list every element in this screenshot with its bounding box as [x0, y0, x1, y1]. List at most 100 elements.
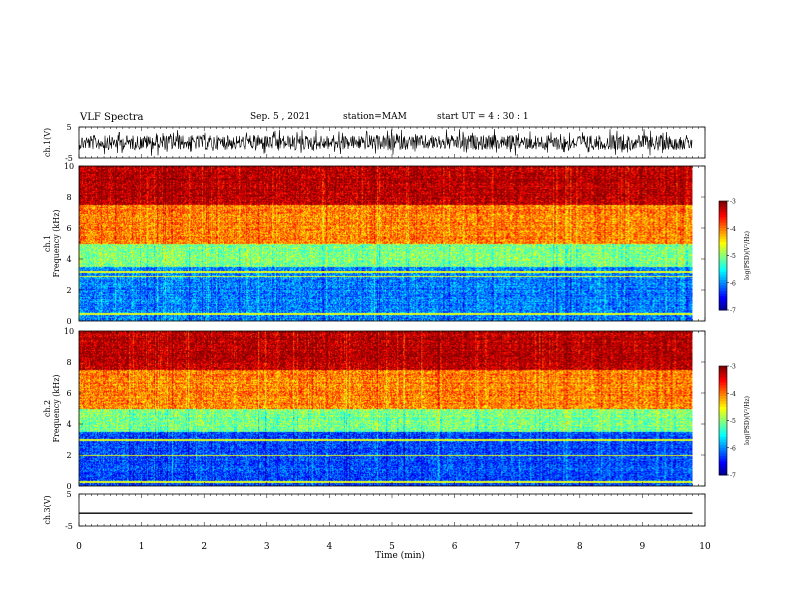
x-tick-label: 6: [452, 542, 458, 552]
station-label: station=MAM: [343, 112, 407, 122]
y-tick-label: 4: [66, 255, 71, 264]
colorbar-segment: [719, 374, 727, 378]
y-tick-label: -5: [65, 522, 73, 531]
colorbar-segment: [719, 390, 727, 394]
colorbar-segment: [719, 415, 727, 419]
colorbar-segment: [719, 222, 727, 227]
colorbar-segment: [719, 382, 727, 386]
x-tick-label: 3: [264, 542, 270, 552]
colorbar-segment: [719, 458, 727, 462]
colorbar-segment: [719, 293, 727, 297]
colorbar-segment: [719, 280, 727, 284]
ch1-waveform-trace: [78, 128, 693, 156]
y-tick-label: 0: [66, 482, 71, 491]
colorbar-segment: [719, 307, 727, 311]
colorbar-segment: [719, 420, 727, 424]
colorbar-segment: [719, 368, 727, 372]
colorbar-segment: [719, 447, 727, 451]
colorbar-segment: [719, 425, 727, 430]
x-tick-label: 8: [577, 542, 583, 552]
y-axis-label: ch.2: [43, 400, 52, 417]
y-tick-label: 2: [66, 286, 71, 295]
x-axis-label: Time (min): [375, 550, 425, 561]
colorbar-segment: [719, 230, 727, 235]
colorbar-segment: [719, 455, 727, 460]
colorbar-segment: [719, 299, 727, 303]
start-time-label: start UT = 4 : 30 : 1: [437, 112, 529, 122]
y-tick-label: 4: [66, 420, 71, 429]
colorbar-segment: [719, 201, 727, 205]
colorbar-segment: [719, 371, 727, 375]
colorbar-segment: [719, 277, 727, 281]
colorbar-tick-label: -4: [730, 391, 736, 398]
y-tick-label: 10: [64, 327, 74, 336]
x-tick-label: 9: [640, 542, 646, 552]
y-tick-label: 5: [66, 490, 71, 499]
colorbar-tick-label: -6: [730, 280, 736, 287]
y-axis-label: ch.1: [43, 235, 52, 252]
colorbar-segment: [719, 263, 727, 267]
panel-frame-4: [78, 493, 706, 527]
colorbar-segment: [719, 236, 727, 240]
colorbar-segment: [719, 252, 727, 256]
colorbar-segment: [719, 450, 727, 454]
colorbar-segment: [719, 285, 727, 289]
x-tick-label: 2: [201, 542, 207, 552]
spectrogram-image-ch2: [79, 331, 693, 486]
colorbar-segment: [719, 404, 727, 408]
colorbar-segment: [719, 376, 727, 381]
spectrogram-image-ch1: [79, 166, 693, 321]
colorbar-segment: [719, 225, 727, 229]
colorbar-label: log(PSD)(V²/Hz): [744, 231, 751, 280]
colorbar-segment: [719, 469, 727, 473]
colorbar-segment: [719, 258, 727, 262]
colorbar-segment: [719, 241, 727, 246]
colorbar-segment: [719, 395, 727, 400]
colorbar-segment: [719, 271, 727, 276]
colorbar-segment: [719, 274, 727, 278]
colorbar-segment: [719, 244, 727, 248]
colorbar-segment: [719, 269, 727, 273]
colorbar-tick-label: -6: [730, 445, 736, 452]
colorbar-segment: [719, 206, 727, 210]
colorbar-segment: [719, 409, 727, 413]
y-axis-label: ch.3(V): [43, 495, 52, 524]
colorbar-segment: [719, 250, 727, 254]
colorbar-segment: [719, 290, 727, 295]
y-tick-label: -5: [65, 154, 73, 163]
colorbar-segment: [719, 464, 727, 468]
colorbar-segment: [719, 466, 727, 471]
x-tick-label: 0: [76, 542, 82, 552]
figure-title: VLF Spectra: [80, 112, 144, 123]
ch1-waveform-line: [78, 128, 693, 156]
colorbar-segment: [719, 431, 727, 435]
x-tick-label: 7: [514, 542, 520, 552]
x-tick-label: 1: [139, 542, 145, 552]
colorbar-segment: [719, 239, 727, 243]
y-tick-label: 6: [66, 224, 71, 233]
y-tick-label: 5: [66, 123, 71, 132]
colorbar-segment: [719, 434, 727, 438]
y-tick-label: 2: [66, 451, 71, 460]
colorbar-tick-label: -5: [730, 418, 736, 425]
colorbar-tick-label: -7: [730, 308, 736, 315]
colorbar-segment: [719, 436, 727, 441]
colorbar-label: log(PSD)(V²/Hz): [744, 396, 751, 445]
colorbar-segment: [719, 398, 727, 402]
colorbar-segment: [719, 203, 727, 207]
y-tick-label: 8: [66, 193, 71, 202]
x-tick-label: 4: [327, 542, 333, 552]
colorbar-segment: [719, 366, 727, 370]
y-tick-label: 6: [66, 389, 71, 398]
colorbar-segment: [719, 453, 727, 457]
colorbar-segment: [719, 266, 727, 270]
colorbar-segment: [719, 214, 727, 218]
y-tick-label: 10: [64, 162, 74, 171]
colorbar-segment: [719, 233, 727, 237]
colorbar-segment: [719, 228, 727, 232]
colorbar-segment: [719, 288, 727, 292]
y-axis-label: ch.1(V): [43, 128, 52, 157]
colorbar-segment: [719, 260, 727, 265]
colorbar-segment: [719, 387, 727, 392]
